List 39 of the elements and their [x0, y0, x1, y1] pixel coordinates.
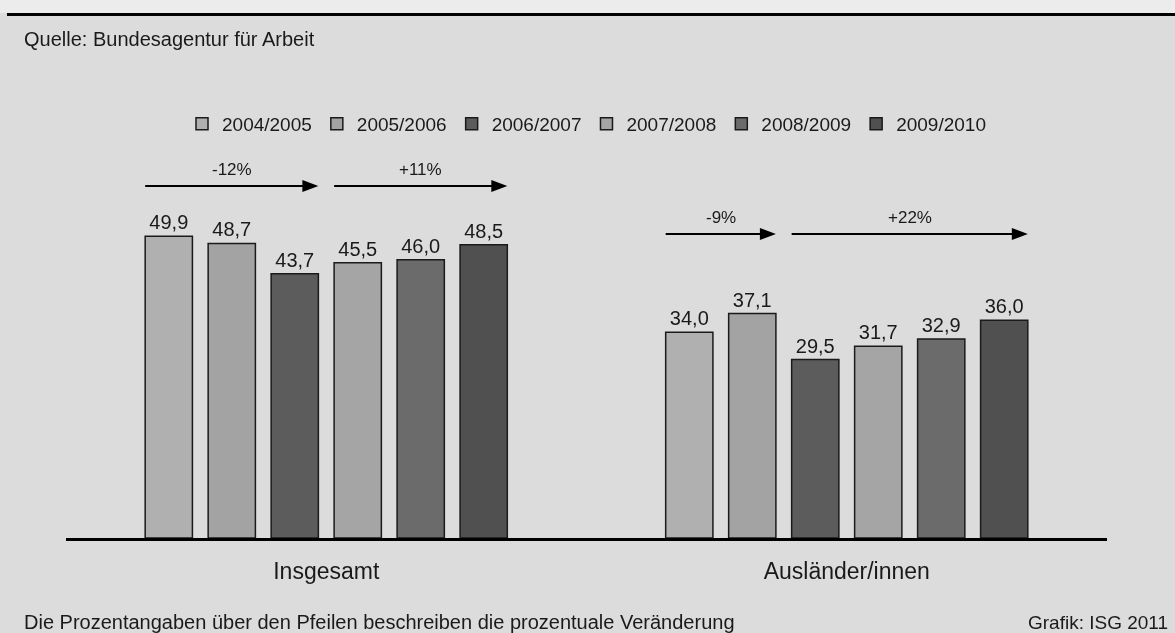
bar — [853, 345, 903, 538]
data-label: 43,7 — [275, 248, 315, 271]
text: Die Prozentangaben über den Pfeilen beschreiben die prozentuale Veränderung — [24, 611, 735, 633]
data-label: 45,5 — [338, 237, 378, 260]
bar — [333, 262, 383, 538]
text: +22% — [888, 208, 932, 227]
bar — [916, 338, 966, 538]
legend-label: 2004/2005 — [222, 114, 312, 136]
bar — [396, 259, 446, 538]
legend-label: 2007/2008 — [626, 114, 717, 136]
data-label: 31,7 — [858, 321, 898, 344]
legend-label: 2008/2009 — [761, 114, 852, 136]
text: +11% — [399, 160, 442, 179]
text: -12% — [212, 160, 252, 179]
bar — [727, 312, 777, 538]
bar — [790, 358, 840, 538]
text: Grafik: ISG 2011 — [1028, 612, 1169, 633]
data-label: 48,5 — [464, 219, 504, 242]
legend-label: 2009/2010 — [896, 114, 986, 136]
data-label: 34,0 — [669, 307, 709, 330]
text: -9% — [706, 208, 737, 227]
data-label: 48,7 — [212, 218, 252, 241]
data-label: 49,9 — [149, 211, 189, 234]
bar — [270, 272, 320, 538]
data-label: 32,9 — [921, 314, 961, 337]
legend-label: 2005/2006 — [356, 114, 447, 136]
bar — [459, 243, 509, 538]
data-label: 46,0 — [401, 234, 441, 257]
data-label: 37,1 — [732, 288, 772, 311]
bar — [207, 242, 257, 538]
x-tick-label: Ausländer/innen — [763, 557, 930, 584]
bar — [144, 235, 194, 538]
data-label: 36,0 — [984, 295, 1024, 318]
x-tick-label: Insgesamt — [273, 557, 380, 584]
bar — [664, 331, 714, 538]
data-label: 29,5 — [795, 334, 835, 357]
source-note: Quelle: Bundesagentur für Arbeit — [24, 28, 315, 50]
legend-label: 2006/2007 — [491, 114, 582, 136]
bar — [979, 319, 1029, 538]
